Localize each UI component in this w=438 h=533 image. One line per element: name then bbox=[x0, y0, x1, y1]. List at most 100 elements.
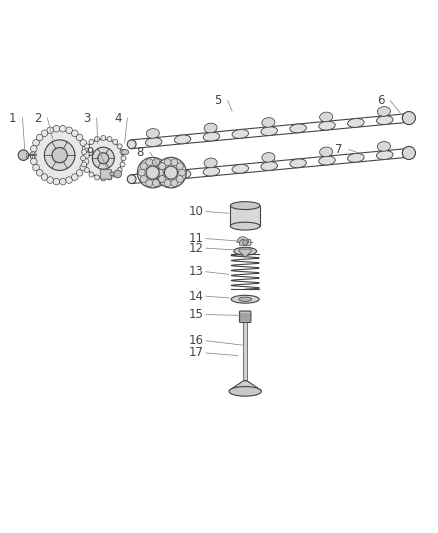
Polygon shape bbox=[243, 322, 247, 380]
Circle shape bbox=[30, 152, 36, 158]
Polygon shape bbox=[239, 249, 251, 257]
Circle shape bbox=[120, 162, 125, 167]
Circle shape bbox=[92, 147, 114, 169]
Circle shape bbox=[152, 159, 159, 166]
Ellipse shape bbox=[234, 247, 257, 255]
Circle shape bbox=[107, 175, 112, 180]
Ellipse shape bbox=[146, 164, 159, 173]
Circle shape bbox=[164, 166, 177, 179]
Circle shape bbox=[140, 163, 147, 169]
Circle shape bbox=[117, 144, 122, 149]
Circle shape bbox=[177, 175, 183, 182]
Ellipse shape bbox=[146, 128, 159, 138]
Circle shape bbox=[171, 159, 178, 166]
Circle shape bbox=[44, 140, 75, 171]
Circle shape bbox=[41, 174, 48, 180]
Circle shape bbox=[164, 180, 171, 187]
Circle shape bbox=[98, 153, 109, 164]
Ellipse shape bbox=[319, 121, 335, 130]
Ellipse shape bbox=[127, 140, 136, 149]
Ellipse shape bbox=[232, 130, 249, 139]
Circle shape bbox=[160, 169, 167, 176]
Text: 14: 14 bbox=[189, 290, 204, 303]
Circle shape bbox=[120, 149, 125, 155]
Circle shape bbox=[36, 169, 43, 176]
Circle shape bbox=[101, 176, 106, 181]
Ellipse shape bbox=[290, 159, 306, 168]
Ellipse shape bbox=[204, 123, 217, 133]
Text: 1: 1 bbox=[9, 111, 17, 125]
Circle shape bbox=[31, 146, 37, 152]
Ellipse shape bbox=[377, 151, 393, 159]
Circle shape bbox=[146, 180, 153, 187]
Circle shape bbox=[138, 169, 145, 176]
Circle shape bbox=[156, 169, 163, 176]
Circle shape bbox=[81, 162, 87, 167]
Circle shape bbox=[85, 144, 89, 149]
Ellipse shape bbox=[262, 118, 275, 127]
Ellipse shape bbox=[232, 164, 249, 173]
Circle shape bbox=[31, 158, 37, 165]
Text: 4: 4 bbox=[114, 111, 121, 125]
Circle shape bbox=[107, 136, 112, 141]
Ellipse shape bbox=[348, 118, 364, 127]
Polygon shape bbox=[229, 381, 261, 391]
Circle shape bbox=[89, 172, 94, 177]
Circle shape bbox=[403, 147, 416, 159]
Ellipse shape bbox=[261, 161, 278, 171]
Circle shape bbox=[47, 127, 53, 134]
Circle shape bbox=[71, 174, 78, 180]
Text: 11: 11 bbox=[189, 232, 204, 245]
Circle shape bbox=[171, 180, 178, 187]
Text: 7: 7 bbox=[336, 143, 343, 156]
Ellipse shape bbox=[204, 158, 217, 168]
Ellipse shape bbox=[378, 142, 390, 151]
Circle shape bbox=[84, 139, 123, 177]
Circle shape bbox=[80, 140, 87, 146]
Circle shape bbox=[80, 164, 87, 171]
Ellipse shape bbox=[348, 154, 364, 162]
Text: 3: 3 bbox=[84, 111, 91, 125]
Polygon shape bbox=[230, 206, 260, 226]
Wedge shape bbox=[237, 237, 248, 243]
Ellipse shape bbox=[261, 127, 278, 135]
Circle shape bbox=[138, 157, 168, 188]
Ellipse shape bbox=[174, 170, 191, 179]
Circle shape bbox=[140, 175, 147, 182]
Circle shape bbox=[66, 177, 72, 183]
FancyBboxPatch shape bbox=[240, 311, 251, 322]
FancyBboxPatch shape bbox=[100, 169, 112, 179]
Circle shape bbox=[146, 159, 153, 166]
Circle shape bbox=[95, 136, 99, 141]
Circle shape bbox=[243, 240, 248, 245]
Circle shape bbox=[114, 170, 122, 178]
Ellipse shape bbox=[403, 114, 411, 123]
Circle shape bbox=[81, 149, 87, 155]
Circle shape bbox=[403, 111, 416, 125]
Circle shape bbox=[34, 130, 85, 181]
Ellipse shape bbox=[290, 124, 306, 133]
Ellipse shape bbox=[122, 149, 129, 155]
Text: 9: 9 bbox=[86, 146, 94, 159]
Ellipse shape bbox=[145, 173, 162, 182]
Ellipse shape bbox=[403, 149, 411, 157]
Circle shape bbox=[47, 177, 53, 183]
Circle shape bbox=[121, 156, 126, 161]
Circle shape bbox=[117, 167, 122, 173]
Ellipse shape bbox=[174, 135, 191, 144]
Circle shape bbox=[60, 179, 66, 185]
Circle shape bbox=[52, 148, 67, 163]
Ellipse shape bbox=[230, 201, 260, 209]
Ellipse shape bbox=[127, 175, 136, 183]
Circle shape bbox=[113, 172, 118, 177]
Circle shape bbox=[158, 175, 165, 182]
Circle shape bbox=[83, 152, 89, 158]
Circle shape bbox=[164, 159, 171, 166]
Ellipse shape bbox=[319, 156, 335, 165]
Text: 17: 17 bbox=[189, 346, 204, 359]
Ellipse shape bbox=[110, 172, 115, 176]
Circle shape bbox=[76, 169, 83, 176]
Circle shape bbox=[177, 163, 183, 169]
Circle shape bbox=[159, 163, 166, 169]
Circle shape bbox=[18, 150, 28, 160]
